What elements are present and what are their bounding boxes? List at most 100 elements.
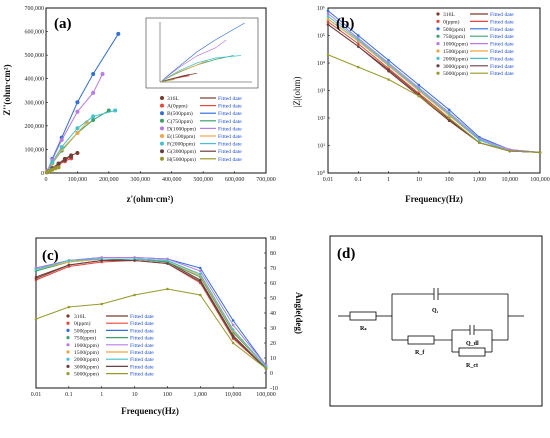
panel-a-legend-label: B(500ppm) (167, 110, 193, 117)
panel-a-y-tick-label: 0 (41, 171, 44, 177)
panel-b-data-point (538, 151, 542, 154)
panel-c-legend-label: 0(ppm) (74, 320, 91, 327)
panel-c-x-tick-label: 10 (132, 392, 138, 398)
panel-b-x-tick-label: 100 (445, 177, 454, 183)
panel-a-data-point (75, 126, 80, 131)
panel-a-legend-label: G(3000ppm) (167, 148, 196, 155)
panel-c-legend-label: 316L (74, 314, 86, 320)
panel-c-fit-line (35, 260, 267, 369)
panel-a-legend-label: F(2000ppm) (167, 141, 195, 148)
panel-b-data-point (326, 12, 330, 15)
panel-a-legend-fit-label: Fitted date (218, 96, 242, 102)
panel-c-data-point (231, 323, 235, 327)
panel-c-legend-marker (66, 343, 70, 347)
panel-b-data-point (508, 149, 512, 153)
panel-b-legend-fit-label: Fitted date (490, 19, 514, 25)
panel-b-data-point (417, 94, 421, 98)
panel-c-legend-label: 3000(ppm) (74, 363, 99, 370)
panel-a-legend-label: A(0ppm) (167, 103, 188, 110)
panel-b-legend-fit-label: Fitted date (490, 71, 514, 77)
panel-c-legend-marker (66, 328, 70, 332)
panel-c-y-tick-label: 30 (270, 326, 276, 332)
panel-b-legend-label: 1500(ppm) (443, 48, 468, 55)
panel-a-data-point (91, 90, 96, 95)
panel-a-x-tick-label: 100,000 (68, 177, 88, 183)
panel-c-data-point (67, 259, 71, 262)
panel-b-legend-label: 5000(ppm) (443, 70, 468, 77)
panel-a-legend-marker (160, 111, 164, 116)
panel-b-data-point (417, 83, 421, 87)
panel-a-legend-fit-label: Fitted date (218, 142, 242, 148)
panel-b-data-point (478, 138, 481, 142)
panel-c-y-tick-label: 60 (270, 281, 276, 287)
panel-c-legend-fit-label: Fitted date (130, 314, 154, 320)
panel-b-x-axis-label: Frequency(Hz) (405, 194, 463, 204)
panel-c-x-tick-label: 100 (163, 392, 172, 398)
panel-b-data-point (326, 23, 330, 26)
panel-b-label: (b) (336, 16, 354, 32)
panel-a-x-tick-label: 200,000 (99, 177, 119, 183)
panel-b-x-tick-label: 1,000 (473, 177, 487, 183)
panel-a-legend-fit-label: Fitted date (218, 119, 242, 125)
panel-b-data-point (326, 14, 330, 18)
panel-a-data-point (62, 158, 67, 163)
panel-c-data-point (133, 293, 136, 297)
panel-c-legend-marker (66, 350, 70, 354)
panel-b-legend-fit-label: Fitted date (490, 42, 514, 48)
circuit-label-rs: Rₛ (360, 326, 367, 332)
panel-b-fit-line (327, 13, 541, 153)
panel-b-data-point (417, 87, 421, 91)
panel-c-x-tick-label: 100,000 (256, 392, 276, 398)
panel-c-data-point (67, 305, 71, 309)
panel-d-circuit: (d) Rₛ Q₁ R_f (329, 235, 543, 407)
panel-c-legend-marker (66, 372, 70, 376)
panel-c-y-tick-label: -10 (270, 386, 278, 392)
panel-b-legend-label: 2000(ppm) (443, 55, 468, 62)
panel-a-legend-label: C(750ppm) (167, 118, 193, 125)
panel-c-legend-marker (66, 364, 70, 368)
panel-c-legend-label: 500(ppm) (74, 327, 96, 334)
panel-a-legend-marker (160, 96, 164, 100)
panel-b-y-axis-label: |Z|(ohm) (292, 76, 302, 107)
panel-a-label: (a) (54, 16, 72, 32)
panel-c-legend-label: 2000(ppm) (74, 356, 99, 363)
panel-a-legend-marker (160, 118, 164, 123)
panel-a-inset-series-line (160, 79, 175, 83)
panel-c-legend-label: 1000(ppm) (74, 342, 99, 349)
panel-c-y-axis-label: Angle(deg) (294, 292, 304, 334)
panel-a-y-axis-label: Z''(ohm·cm²) (2, 64, 12, 115)
panel-c-legend-fit-label: Fitted date (130, 372, 154, 378)
panel-b-legend-marker (436, 56, 440, 61)
panel-b-data-point (356, 38, 360, 41)
panel-a-inset-series-line (161, 39, 227, 82)
circuit-label-q1: Q₁ (432, 308, 439, 314)
panel-a-legend-marker (160, 103, 164, 108)
panel-b-legend-marker (436, 19, 440, 23)
circuit-label-qdl: Q_dl (466, 341, 479, 347)
panel-a-x-axis-label: z'(ohm·cm²) (127, 194, 174, 204)
panel-a-data-point (53, 166, 58, 171)
panel-a-data-point (56, 161, 61, 166)
panel-a-x-tick-label: 300,000 (131, 177, 151, 183)
panel-c-data-point (198, 266, 202, 270)
panel-c-legend-label: 1500(ppm) (74, 349, 99, 356)
panel-a-legend-label: D(1000ppm) (167, 125, 196, 132)
panel-c-data-point (100, 259, 104, 262)
panel-c-y-tick-label: 20 (270, 341, 276, 347)
circuit-rs-resistor (349, 311, 377, 321)
panel-b-data-point (326, 17, 330, 21)
panel-b-legend-label: 0(ppm) (443, 18, 460, 25)
panel-c-data-point (100, 302, 104, 306)
panel-a-data-point (59, 145, 64, 150)
panel-a-y-tick-label: 300,000 (25, 100, 45, 106)
panel-b-data-point (447, 116, 451, 120)
panel-b-data-point (387, 78, 390, 81)
panel-a-y-tick-label: 700,000 (25, 6, 45, 12)
panel-c-data-point (133, 259, 136, 262)
panel-b-data-point (387, 58, 390, 62)
panel-a-data-point (50, 167, 55, 172)
panel-a-x-tick-label: 400,000 (162, 177, 182, 183)
panel-a-legend-fit-label: Fitted date (218, 134, 242, 140)
panel-a-data-point (116, 31, 121, 36)
